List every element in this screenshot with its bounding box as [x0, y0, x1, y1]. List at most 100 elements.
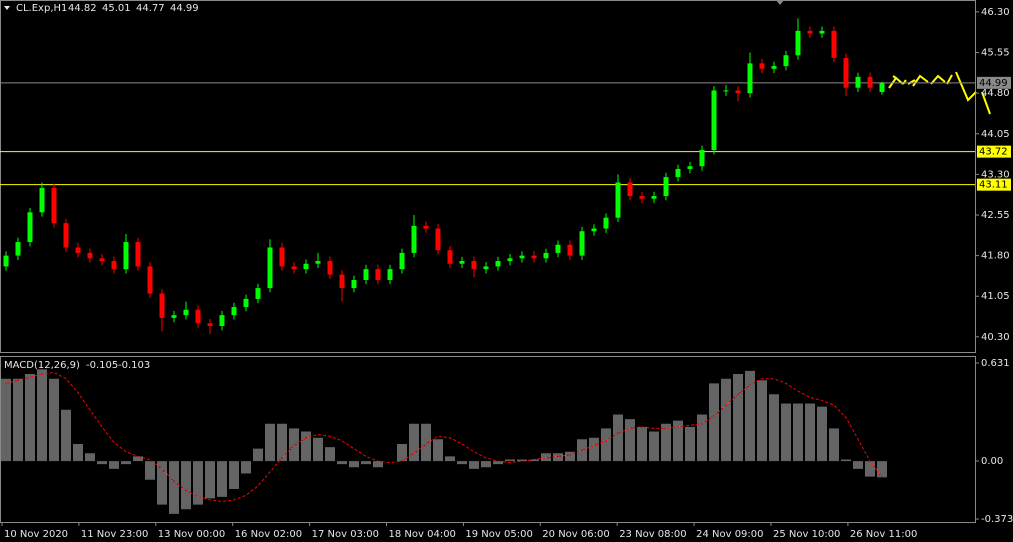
y-tick-label: 41.05: [981, 291, 1010, 302]
candle-body: [111, 261, 117, 270]
candle-body: [279, 247, 285, 267]
x-tick-label: 20 Nov 06:00: [542, 529, 609, 540]
price-label-box: [977, 76, 1011, 89]
candle-body: [411, 225, 417, 253]
y-tick-label: 44.05: [981, 129, 1010, 140]
candle-body: [879, 82, 885, 93]
y-tick-label: 46.30: [981, 7, 1010, 18]
macd-panel-frame: [0, 356, 976, 523]
candle-body: [531, 255, 537, 259]
candle-body: [543, 252, 549, 259]
chart-header: CL.Exp,H1 44.82 45.01 44.77 44.99: [16, 3, 199, 14]
signal-line: [5, 371, 883, 502]
candle-body: [759, 63, 765, 69]
candle-body: [699, 150, 705, 167]
candle-body: [303, 263, 309, 270]
x-tick-label: 26 Nov 11:00: [850, 529, 917, 540]
candle-body: [663, 177, 669, 197]
shift-marker: [776, 0, 784, 5]
price-label-box: [977, 145, 1011, 158]
candle-body: [711, 90, 717, 151]
x-tick-label: 18 Nov 04:00: [389, 529, 456, 540]
candle-body: [231, 307, 237, 316]
ohlc-low: 44.77: [136, 3, 165, 14]
candle-body: [159, 293, 165, 318]
ohlc-close: 44.99: [170, 3, 199, 14]
candle-body: [807, 30, 813, 34]
candle-body: [75, 247, 81, 253]
x-tick-label: 19 Nov 05:00: [465, 529, 532, 540]
candle-body: [15, 242, 21, 256]
y-tick-label: 41.80: [981, 251, 1010, 262]
x-tick-label: 10 Nov 2020: [4, 529, 68, 540]
candle-body: [27, 212, 33, 243]
x-tick-label: 16 Nov 02:00: [235, 529, 302, 540]
candle-body: [627, 182, 633, 197]
candle-body: [207, 323, 213, 327]
candle-body: [147, 266, 153, 294]
ohlc-high: 45.01: [102, 3, 131, 14]
candle-body: [795, 30, 801, 56]
candle-body: [351, 279, 357, 289]
candle-body: [507, 258, 513, 262]
candle-body: [135, 242, 141, 267]
candle-body: [579, 231, 585, 256]
candle-body: [747, 63, 753, 94]
candle-body: [771, 66, 777, 69]
x-tick-label: 24 Nov 09:00: [696, 529, 763, 540]
candle-body: [843, 57, 849, 88]
macd-value: -0.105: [86, 360, 118, 371]
price-label: 43.72: [979, 147, 1008, 158]
candle-body: [39, 187, 45, 213]
candle-body: [783, 55, 789, 67]
candle-body: [447, 250, 453, 264]
candle-body: [555, 244, 561, 253]
y-tick-label: 43.30: [981, 169, 1010, 180]
price-label-box: [977, 178, 1011, 191]
candle-body: [171, 315, 177, 318]
candle-body: [483, 266, 489, 270]
candle-body: [615, 182, 621, 218]
ohlc-open: 44.82: [68, 3, 97, 14]
candle-body: [399, 252, 405, 270]
candle-body: [195, 309, 201, 324]
x-tick-label: 11 Nov 23:00: [81, 529, 148, 540]
candle-body: [291, 266, 297, 270]
candle-body: [375, 269, 381, 280]
candle-body: [819, 30, 825, 34]
y-tick-label: 0.00: [981, 456, 1003, 467]
candle-body: [855, 76, 861, 88]
candle-body: [243, 298, 249, 308]
y-tick-label: 44.80: [981, 88, 1010, 99]
candle-body: [651, 196, 657, 199]
candle-body: [183, 309, 189, 316]
candle-body: [675, 168, 681, 178]
candle-body: [591, 228, 597, 232]
signal-value: -0.103: [118, 360, 150, 371]
candle-body: [51, 187, 57, 224]
candle-body: [435, 228, 441, 251]
symbol-label: CL.Exp,H1: [16, 3, 67, 14]
x-tick-label: 17 Nov 03:00: [312, 529, 379, 540]
candle-body: [639, 196, 645, 199]
candle-body: [723, 90, 729, 92]
x-tick-label: 13 Nov 00:00: [158, 529, 225, 540]
candle-body: [423, 225, 429, 229]
candle-body: [63, 223, 69, 248]
menu-arrow[interactable]: [4, 6, 10, 10]
y-tick-label: 45.55: [981, 48, 1010, 59]
price-panel-frame: [0, 0, 976, 353]
candle-body: [459, 261, 465, 264]
candle-body: [471, 261, 477, 270]
candle-body: [495, 261, 501, 267]
candle-body: [327, 261, 333, 275]
x-tick-label: 25 Nov 10:00: [773, 529, 840, 540]
y-tick-label: 40.30: [981, 332, 1010, 343]
macd-header: MACD(12,26,9) -0.105 -0.103: [4, 360, 150, 371]
candle-body: [687, 166, 693, 169]
candle-body: [255, 288, 261, 299]
price-label: 43.11: [979, 180, 1008, 191]
candle-body: [387, 269, 393, 280]
